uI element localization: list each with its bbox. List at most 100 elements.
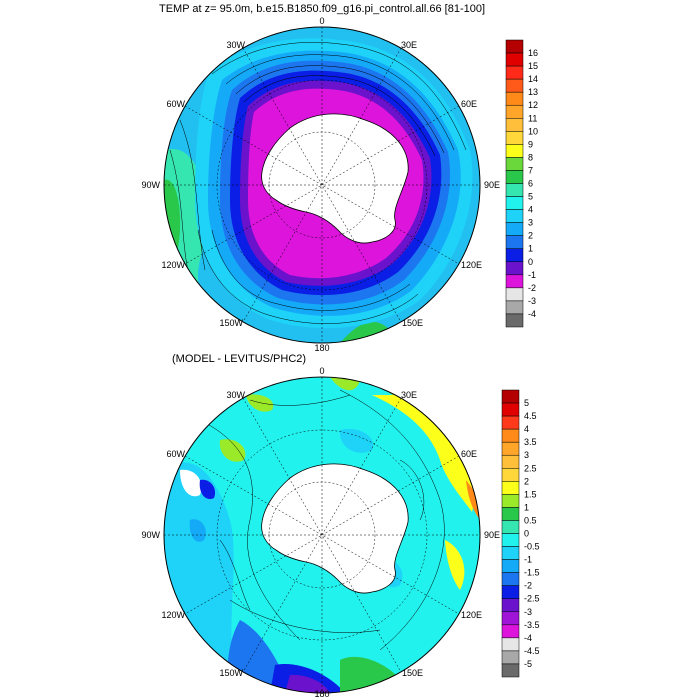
top-colorbar-box (505, 274, 524, 289)
top-colorbar-label: 1 (528, 244, 533, 254)
top-colorbar-label: 6 (528, 179, 533, 189)
bottom-colorbar-box (501, 650, 520, 665)
bottom-antarctica (261, 463, 409, 594)
top-colorbar-box (505, 313, 524, 328)
bottom-colorbar-box (501, 520, 520, 534)
top-lon-60e: 60E (461, 99, 477, 109)
top-colorbar-label: 10 (528, 126, 538, 136)
top-colorbar-label: -1 (528, 270, 536, 280)
top-title: TEMP at z= 95.0m, b.e15.B1850.f09_g16.pi… (159, 3, 485, 15)
bottom-colorbar-label: -1 (524, 555, 532, 565)
top-map-field (164, 27, 480, 343)
top-lon-labels: 0 30E 60E 90E 120E 150E 180 150W 120W 90… (141, 16, 500, 353)
top-colorbar-box (505, 144, 524, 158)
top-colorbar-label: 3 (528, 218, 533, 228)
top-lon-60w: 60W (166, 99, 185, 109)
top-lon-90e: 90E (484, 180, 500, 190)
top-colorbar-label: 9 (528, 139, 533, 149)
bottom-colorbar-box (501, 415, 520, 430)
bottom-colorbar-label: 2 (524, 476, 529, 486)
bottom-colorbar-label: -3 (524, 607, 532, 617)
bottom-warm-anomaly-east (445, 540, 465, 590)
bottom-colorbar-label: -2 (524, 581, 532, 591)
bottom-colorbar-label: -1.5 (524, 568, 540, 578)
bottom-colorbar-box (501, 494, 520, 508)
top-colorbar-label: 5 (528, 192, 533, 202)
bottom-colorbar-label: 2.5 (524, 463, 537, 473)
top-colorbar-label: 4 (528, 205, 533, 215)
bottom-lon-labels: 0 30E 60E 90E 120E 150E 180 150W 120W 90… (141, 366, 500, 699)
top-colorbar-box (505, 222, 524, 236)
top-lon-150w: 150W (219, 318, 243, 328)
bottom-colorbar: 5 4.5 4 3.5 3 2.5 2 1.5 1 0.5 0 -0.5 -1 -1.5 -2 -2.5 -3 -… (501, 389, 540, 678)
bottom-lon-120w: 120W (161, 610, 185, 620)
top-colorbar-box (505, 300, 524, 315)
bottom-colorbar-box (501, 481, 520, 495)
bottom-lon-30w: 30W (226, 390, 245, 400)
top-lon-180: 180 (314, 343, 329, 353)
top-graticule (164, 27, 480, 343)
top-lon-120e: 120E (461, 260, 482, 270)
bottom-lon-60e: 60E (461, 449, 477, 459)
bottom-colorbar-label: 0 (524, 529, 529, 539)
bottom-colorbar-box (501, 663, 520, 678)
top-colorbar-label: -3 (528, 296, 536, 306)
top-colorbar-box (505, 196, 524, 210)
top-colorbar-label: 7 (528, 165, 533, 175)
bottom-colorbar-label: -2.5 (524, 594, 540, 604)
bottom-colorbar-box (501, 454, 520, 469)
bottom-colorbar-label: 3 (524, 450, 529, 460)
bottom-lon-90w: 90W (141, 530, 160, 540)
top-colorbar-box (505, 65, 524, 80)
top-colorbar-box (505, 170, 524, 184)
top-lon-120w: 120W (161, 260, 185, 270)
top-colorbar-label: 2 (528, 231, 533, 241)
top-colorbar-box (505, 131, 524, 145)
bottom-colorbar-box (501, 598, 520, 613)
bottom-lon-0: 0 (319, 366, 324, 376)
bottom-colorbar-label: -4.5 (524, 646, 540, 656)
bottom-lon-90e: 90E (484, 530, 500, 540)
bottom-lon-180: 180 (314, 689, 329, 699)
bottom-colorbar-box (501, 402, 520, 417)
bottom-lon-150w: 150W (219, 668, 243, 678)
bottom-colorbar-box (501, 389, 520, 404)
top-colorbar-label: 11 (528, 113, 537, 123)
bottom-colorbar-box (501, 546, 520, 560)
top-lon-150e: 150E (402, 318, 423, 328)
bottom-colorbar-box (501, 533, 520, 547)
top-colorbar-box (505, 39, 524, 54)
bottom-colorbar-label: 0.5 (524, 515, 537, 525)
top-colorbar-box (505, 78, 524, 93)
top-colorbar-label: -2 (528, 283, 536, 293)
bottom-colorbar-label: 1 (524, 502, 529, 512)
top-colorbar-box (505, 104, 524, 119)
bottom-colorbar-box (501, 468, 520, 482)
top-colorbar-label: -4 (528, 309, 536, 319)
top-colorbar-label: 0 (528, 257, 533, 267)
bottom-colorbar-box (501, 637, 520, 652)
top-colorbar-box (505, 248, 524, 263)
bottom-lon-120e: 120E (461, 610, 482, 620)
bottom-lon-30e: 30E (401, 390, 417, 400)
top-colorbar-box (505, 235, 524, 249)
bottom-colorbar-label: -3.5 (524, 620, 540, 630)
top-colorbar-label: 15 (528, 61, 538, 71)
top-colorbar-box (505, 118, 524, 132)
bottom-colorbar-label: 5 (524, 398, 529, 408)
top-map: TEMP at z= 95.0m, b.e15.B1850.f09_g16.pi… (141, 3, 538, 353)
top-lon-90w: 90W (141, 180, 160, 190)
bottom-colorbar-box (501, 559, 520, 573)
top-colorbar-box (505, 183, 524, 197)
bottom-colorbar-box (501, 428, 520, 443)
top-lon-30w: 30W (226, 40, 245, 50)
top-colorbar-label: 16 (528, 48, 538, 58)
top-lon-0: 0 (319, 16, 324, 26)
bottom-colorbar-box (501, 585, 520, 599)
top-colorbar-box (505, 209, 524, 223)
top-lon-30e: 30E (401, 40, 417, 50)
bottom-graticule (164, 377, 480, 693)
bottom-colorbar-box (501, 507, 520, 521)
